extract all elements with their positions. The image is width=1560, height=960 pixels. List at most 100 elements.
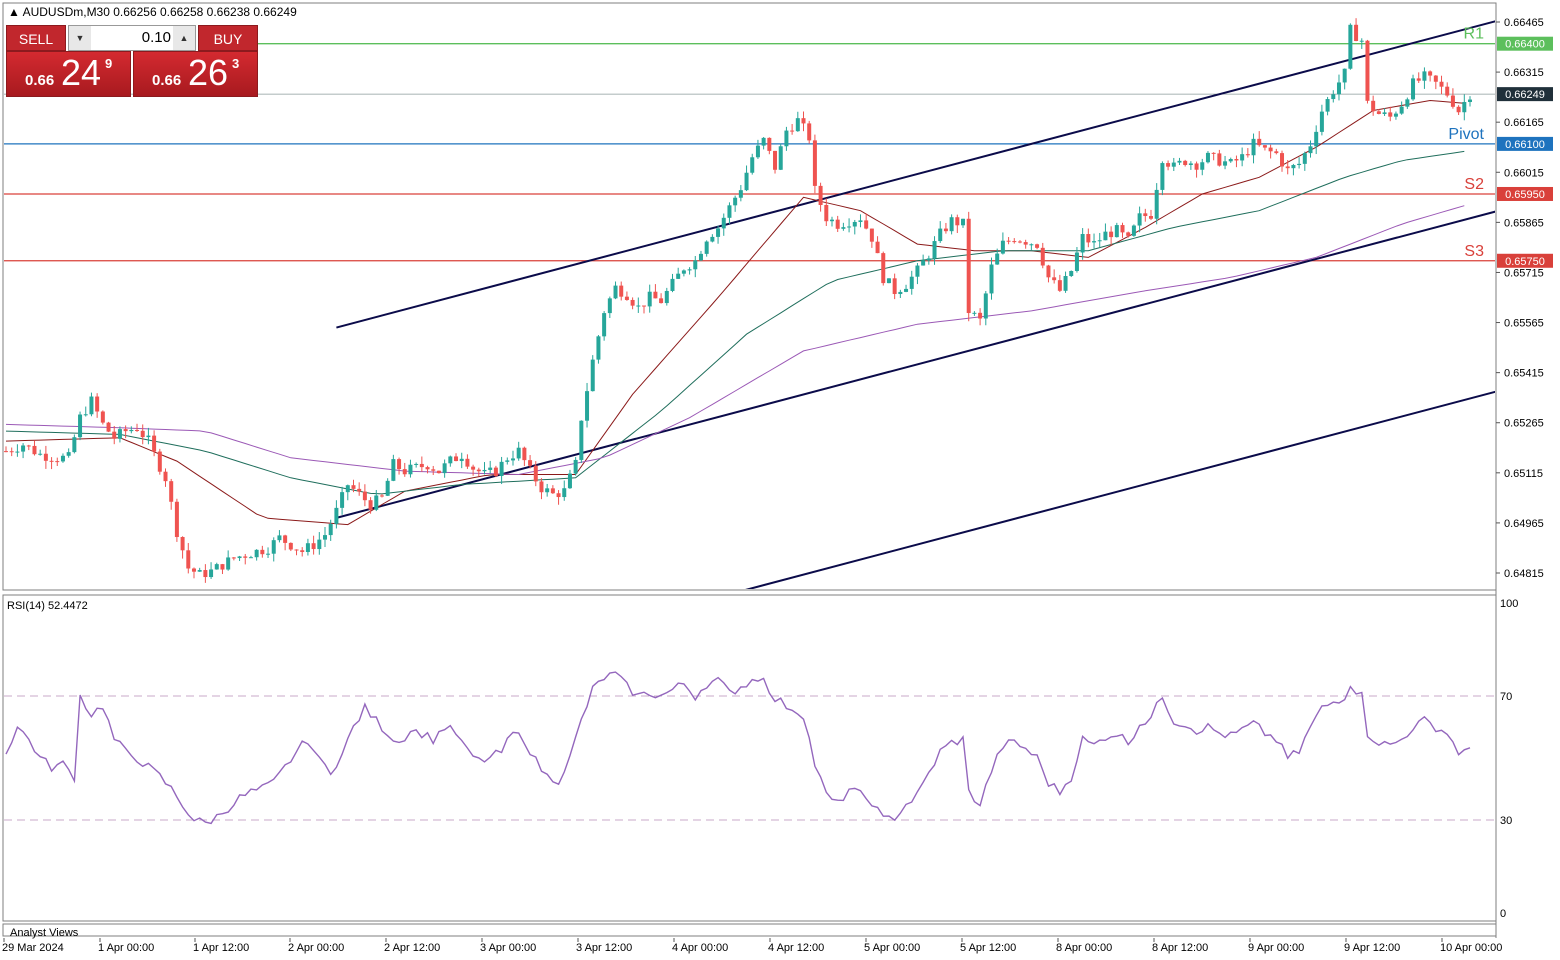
candle-body bbox=[243, 556, 248, 558]
regression-channel[interactable] bbox=[336, 0, 1560, 605]
candle-body bbox=[436, 470, 441, 474]
price-tick-label: 0.65115 bbox=[1504, 468, 1543, 480]
candle-body bbox=[767, 137, 772, 151]
price-tick-label: 0.65715 bbox=[1504, 267, 1544, 279]
candle-body bbox=[1109, 231, 1114, 238]
current-price-text: 0.66249 bbox=[1505, 89, 1545, 101]
candle-body bbox=[1371, 100, 1376, 112]
candle-body bbox=[345, 485, 350, 493]
candle-body bbox=[1228, 159, 1233, 162]
candle-body bbox=[254, 549, 259, 558]
candle-body bbox=[476, 469, 481, 472]
candle-body bbox=[567, 473, 572, 489]
level-price-tag-s3 bbox=[1497, 253, 1553, 268]
candle-body bbox=[135, 429, 140, 431]
moving-average-1 bbox=[5, 150, 1465, 495]
candle-body bbox=[397, 459, 402, 470]
price-tick-label: 0.66315 bbox=[1504, 67, 1544, 79]
sell-price-pip: 9 bbox=[105, 56, 113, 71]
candle-body bbox=[966, 218, 971, 314]
candle-body bbox=[961, 218, 966, 226]
candle-body bbox=[277, 535, 282, 541]
buy-price-pip: 3 bbox=[232, 56, 240, 71]
candle-body bbox=[1382, 112, 1387, 114]
lot-size-value[interactable]: 0.10 bbox=[141, 29, 171, 46]
candle-body bbox=[835, 219, 840, 229]
candle-body bbox=[203, 570, 208, 578]
candle-body bbox=[812, 140, 817, 186]
pivot-level-labels: R2R10.66400Pivot0.66100S20.65950S30.6575… bbox=[1448, 26, 1553, 268]
candle-body bbox=[670, 278, 675, 291]
candle-body bbox=[4, 451, 8, 453]
time-tick-label: 1 Apr 12:00 bbox=[193, 942, 249, 954]
candle-body bbox=[197, 570, 202, 572]
candle-body bbox=[721, 217, 726, 229]
candle-body bbox=[1194, 163, 1199, 170]
candle-body bbox=[1017, 241, 1022, 243]
candle-body bbox=[1080, 234, 1085, 253]
candle-body bbox=[1325, 99, 1330, 112]
candle-body bbox=[847, 226, 852, 228]
time-tick-label: 9 Apr 12:00 bbox=[1344, 942, 1400, 954]
rsi-indicator bbox=[4, 671, 1495, 825]
candle-body bbox=[72, 437, 77, 453]
candle-body bbox=[664, 290, 669, 304]
candle-body bbox=[881, 253, 886, 284]
time-tick-label: 3 Apr 12:00 bbox=[576, 942, 632, 954]
candle-body bbox=[784, 130, 789, 147]
chevron-down-icon[interactable]: ▼ bbox=[69, 26, 91, 50]
candle-body bbox=[368, 500, 373, 510]
candle-body bbox=[1433, 75, 1438, 82]
candle-body bbox=[38, 453, 43, 455]
level-label-s2: S2 bbox=[1464, 176, 1484, 193]
candle-body bbox=[1046, 265, 1051, 278]
candle-body bbox=[237, 556, 242, 559]
candle-body bbox=[1092, 241, 1097, 243]
level-label-r1: R1 bbox=[1464, 26, 1485, 43]
candle-body bbox=[921, 260, 926, 266]
candle-body bbox=[26, 445, 31, 447]
candle-body bbox=[653, 291, 658, 299]
sell-price-box[interactable]: 0.66 24 9 bbox=[6, 51, 131, 97]
candle-body bbox=[1262, 145, 1267, 148]
price-tick-label: 0.65415 bbox=[1504, 368, 1544, 380]
candle-body bbox=[841, 227, 846, 229]
candle-body bbox=[1023, 242, 1028, 245]
lot-size-stepper[interactable]: ▼ 0.10 ▲ bbox=[68, 25, 196, 51]
candle-body bbox=[266, 553, 271, 555]
candle-body bbox=[493, 467, 498, 476]
candle-body bbox=[556, 493, 561, 498]
channel-line-1 bbox=[336, 210, 1495, 519]
sell-button[interactable]: SELL bbox=[6, 25, 66, 51]
candle-body bbox=[1405, 99, 1410, 107]
candle-body bbox=[294, 549, 299, 551]
buy-price-box[interactable]: 0.66 26 3 bbox=[133, 51, 258, 97]
candle-body bbox=[932, 241, 937, 259]
candle-body bbox=[1160, 163, 1165, 190]
candle-body bbox=[773, 150, 778, 170]
candle-body bbox=[744, 172, 749, 191]
candle-body bbox=[1388, 112, 1393, 117]
channel-line-2 bbox=[745, 390, 1495, 589]
candle-body bbox=[300, 550, 305, 553]
candle-body bbox=[949, 217, 954, 232]
candle-body bbox=[602, 313, 607, 337]
candle-body bbox=[1052, 277, 1057, 281]
candle-body bbox=[852, 221, 857, 227]
candle-body bbox=[454, 456, 459, 462]
buy-button[interactable]: BUY bbox=[198, 25, 258, 51]
candle-body bbox=[169, 481, 174, 502]
candle-body bbox=[317, 539, 322, 550]
candle-body bbox=[1274, 151, 1279, 154]
candle-body bbox=[157, 451, 162, 472]
candle-body bbox=[938, 228, 943, 242]
candle-body bbox=[402, 469, 407, 475]
chevron-up-icon[interactable]: ▲ bbox=[173, 26, 195, 50]
candle-body bbox=[231, 557, 236, 559]
candle-body bbox=[1143, 213, 1148, 217]
candle-body bbox=[1103, 231, 1108, 241]
candle-body bbox=[226, 557, 231, 570]
candle-body bbox=[579, 420, 584, 460]
candle-body bbox=[596, 336, 601, 360]
